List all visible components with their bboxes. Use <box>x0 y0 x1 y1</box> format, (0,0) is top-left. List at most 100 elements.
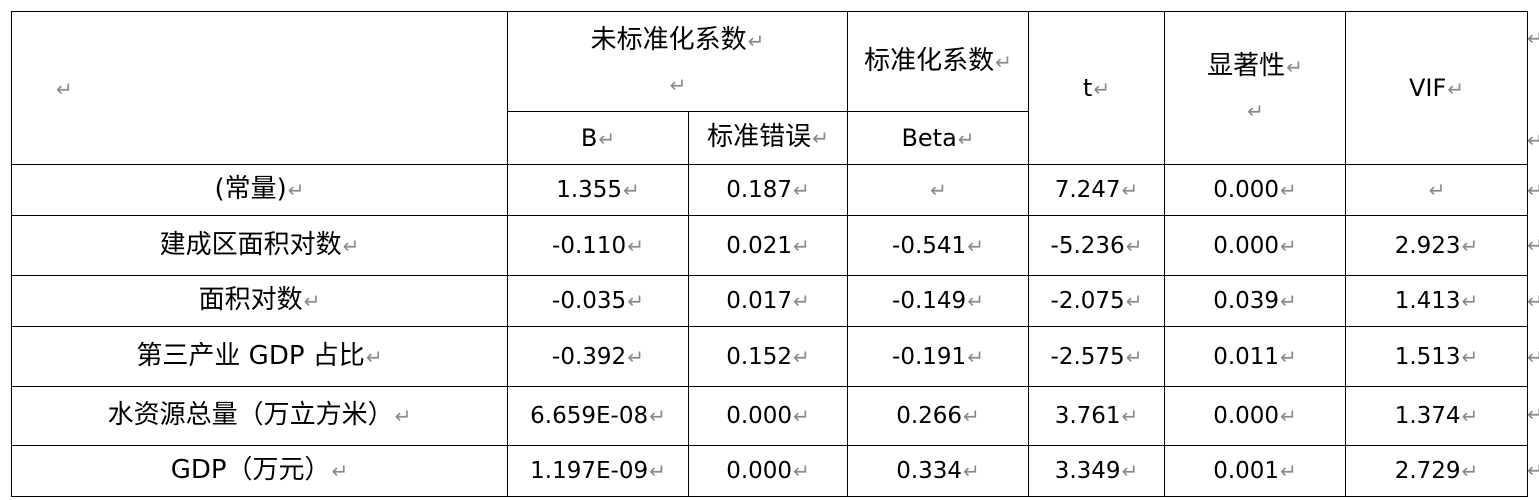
paragraph-mark: ↵ <box>365 344 383 369</box>
cell-b: 1.355↵ <box>507 164 689 216</box>
paragraph-mark: ↵ <box>967 289 984 314</box>
header-standardized: 标准化系数↵ <box>847 11 1029 112</box>
header-unstandardized: 未标准化系数↵ ↵ <box>507 11 848 112</box>
paragraph-mark: ↵ <box>331 459 349 484</box>
cell-t-value: -2.075 <box>1050 288 1125 315</box>
row-end-mark: ↵ <box>1527 460 1539 480</box>
paragraph-mark: ↵ <box>342 233 360 258</box>
cell-t: 3.349↵ <box>1028 445 1165 497</box>
header-b-label: B <box>580 123 598 152</box>
paragraph-mark: ↵ <box>793 404 810 429</box>
cell-vif: ↵ <box>1345 164 1528 216</box>
paragraph-mark: ↵ <box>963 404 980 429</box>
table-row: (常量)↵ 1.355↵ 0.187↵ ↵ 7.247↵ 0.000↵ ↵ <box>11 164 1528 216</box>
paragraph-mark: ↵ <box>1280 344 1297 369</box>
cell-se: 0.000↵ <box>688 386 848 446</box>
row-end-mark: ↵ <box>1527 130 1539 150</box>
cell-t: -2.075↵ <box>1028 275 1165 327</box>
cell-beta: 0.266↵ <box>847 386 1029 446</box>
cell-sig-value: 0.000 <box>1213 403 1280 430</box>
cell-beta-value: -0.541 <box>892 232 967 259</box>
paragraph-mark: ↵ <box>649 404 666 429</box>
row-end-mark: ↵ <box>1527 28 1539 48</box>
cell-sig-value: 0.011 <box>1213 343 1280 370</box>
row-label-text: 面积对数 <box>198 285 303 316</box>
paragraph-mark: ↵ <box>1461 459 1479 484</box>
header-t-label: t <box>1082 73 1093 102</box>
paragraph-mark: ↵ <box>627 344 644 369</box>
row-label-text: GDP（万元） <box>170 455 331 486</box>
cell-vif: 2.729↵ <box>1345 445 1528 497</box>
cell-b-value: -0.110 <box>552 232 627 259</box>
paragraph-mark: ↵ <box>1461 344 1479 369</box>
paragraph-mark: ↵ <box>287 178 305 203</box>
header-significance: 显著性↵ ↵ <box>1164 11 1346 165</box>
cell-vif: 1.374↵ <box>1345 386 1528 446</box>
paragraph-mark: ↵ <box>1280 404 1297 429</box>
paragraph-mark: ↵ <box>649 459 666 484</box>
cell-t: -2.575↵ <box>1028 326 1165 387</box>
header-sig-label: 显著性 <box>1207 51 1286 81</box>
header-std-error-label: 标准错误 <box>707 122 812 153</box>
header-beta-label: Beta <box>901 123 957 152</box>
cell-sig-value: 0.000 <box>1213 232 1280 259</box>
paragraph-mark: ↵ <box>963 459 980 484</box>
cell-se: 0.152↵ <box>688 326 848 387</box>
regression-coefficients-table: ↵ 未标准化系数↵ ↵ 标准化系数↵ t↵ 显著性↵ ↵ VIF↵ B↵ <box>11 11 1528 497</box>
cell-beta: ↵ <box>847 164 1029 216</box>
paragraph-mark: ↵ <box>1280 289 1297 314</box>
header-vif: VIF↵ <box>1345 11 1528 165</box>
paragraph-mark: ↵ <box>812 126 829 151</box>
cell-vif-value: 2.729 <box>1394 458 1461 485</box>
cell-b: 6.659E-08↵ <box>507 386 689 446</box>
cell-se-value: 0.000 <box>726 458 793 485</box>
cell-b-value: 6.659E-08 <box>530 403 649 430</box>
cell-se: 0.021↵ <box>688 215 848 276</box>
cell-sig-value: 0.000 <box>1213 177 1280 204</box>
header-vif-label: VIF <box>1408 73 1447 102</box>
cell-t-value: 3.349 <box>1054 458 1121 485</box>
paragraph-mark: ↵ <box>56 76 73 101</box>
paragraph-mark: ↵ <box>1280 178 1297 203</box>
paragraph-mark: ↵ <box>1121 404 1139 429</box>
paragraph-mark: ↵ <box>627 289 644 314</box>
cell-sig: 0.000↵ <box>1164 386 1346 446</box>
cell-vif: 2.923↵ <box>1345 215 1528 276</box>
table-row: 水资源总量（万立方米）↵ 6.659E-08↵ 0.000↵ 0.266↵ 3.… <box>11 386 1528 446</box>
row-end-mark: ↵ <box>1527 235 1539 255</box>
paragraph-mark: ↵ <box>793 459 810 484</box>
cell-se-value: 0.152 <box>726 343 793 370</box>
paragraph-mark: ↵ <box>967 233 984 258</box>
cell-vif: 1.413↵ <box>1345 275 1528 327</box>
cell-beta: 0.334↵ <box>847 445 1029 497</box>
cell-vif-value: 1.413 <box>1394 288 1461 315</box>
row-label: 第三产业 GDP 占比↵ <box>11 326 508 387</box>
cell-vif-value: 1.374 <box>1394 403 1461 430</box>
paragraph-mark: ↵ <box>747 28 765 53</box>
cell-t: 7.247↵ <box>1028 164 1165 216</box>
cell-sig: 0.000↵ <box>1164 215 1346 276</box>
cell-t: 3.761↵ <box>1028 386 1165 446</box>
paragraph-mark: ↵ <box>1125 289 1143 314</box>
paragraph-mark: ↵ <box>1121 178 1139 203</box>
row-end-mark: ↵ <box>1527 291 1539 311</box>
cell-b: -0.110↵ <box>507 215 689 276</box>
paragraph-mark: ↵ <box>957 126 975 151</box>
paragraph-mark: ↵ <box>1121 459 1139 484</box>
header-unstd-label: 未标准化系数 <box>590 24 747 55</box>
header-row-2: B↵ 标准错误↵ Beta↵ <box>12 111 1528 165</box>
paragraph-mark: ↵ <box>793 178 810 203</box>
row-label-text: (常量) <box>214 174 287 205</box>
cell-t-value: -5.236 <box>1050 232 1125 259</box>
paragraph-mark: ↵ <box>1461 233 1479 258</box>
cell-b-value: 1.355 <box>556 177 623 204</box>
table-row: GDP（万元）↵ 1.197E-09↵ 0.000↵ 0.334↵ 3.349↵… <box>11 445 1528 497</box>
row-label-text: 建成区面积对数 <box>159 229 342 260</box>
row-end-mark: ↵ <box>1527 404 1539 424</box>
paragraph-mark: ↵ <box>930 178 947 203</box>
header-t: t↵ <box>1028 11 1165 165</box>
cell-se: 0.187↵ <box>688 164 848 216</box>
paragraph-mark: ↵ <box>669 72 687 97</box>
cell-se-value: 0.021 <box>726 232 793 259</box>
paragraph-mark: ↵ <box>1125 344 1143 369</box>
